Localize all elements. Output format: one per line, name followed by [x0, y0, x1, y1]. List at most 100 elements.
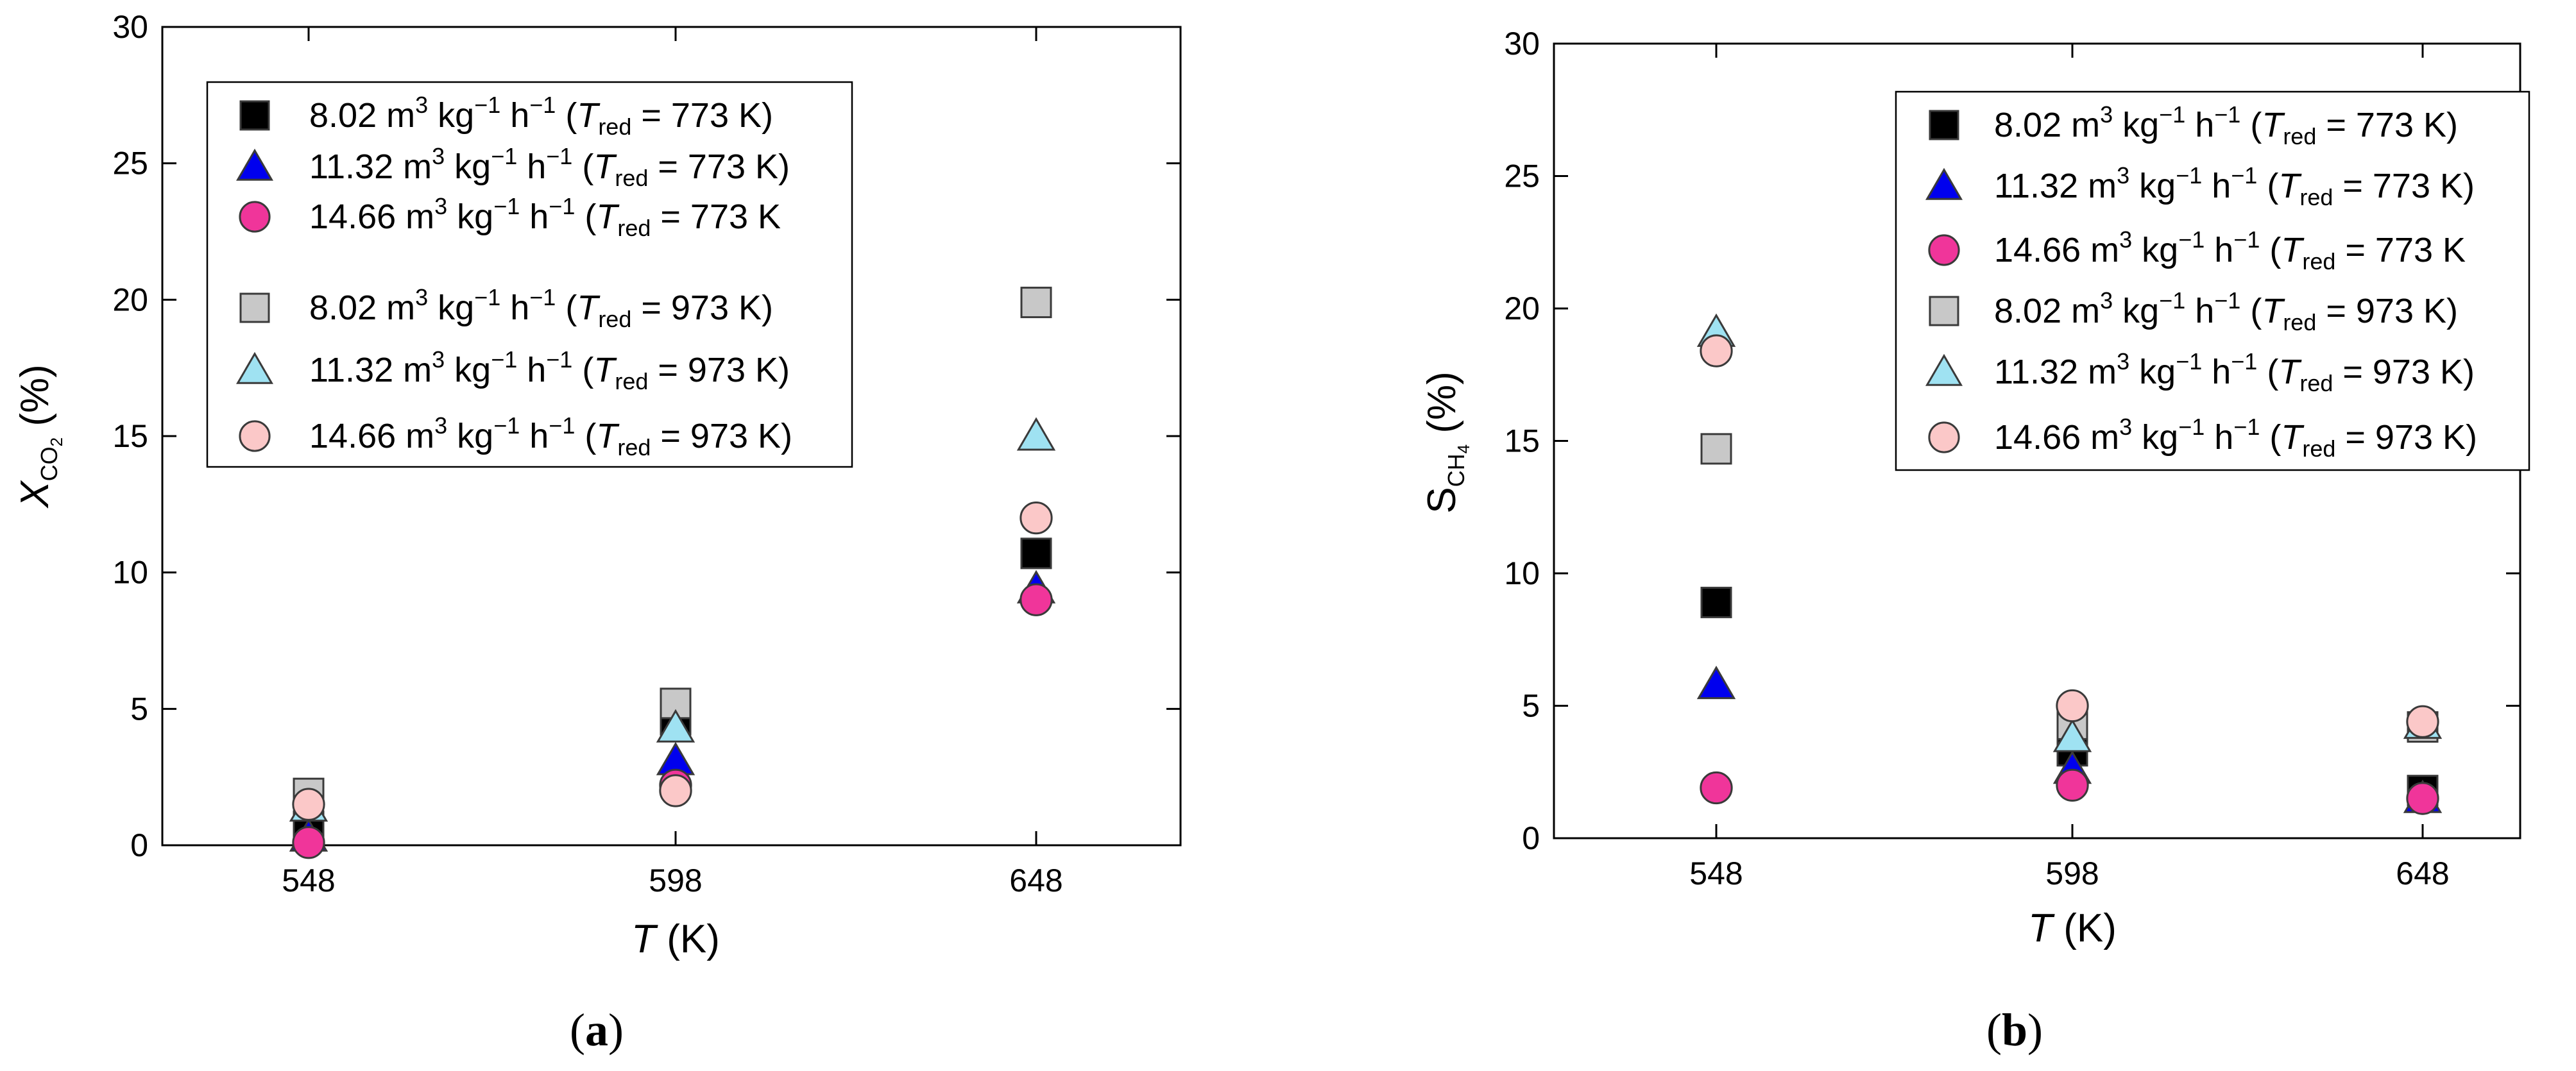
legend-sup3: 3 — [434, 193, 447, 219]
legend-supm1: −1 — [549, 412, 575, 439]
caption-close: ) — [608, 1004, 624, 1056]
data-point — [1700, 334, 1733, 367]
legend-tsub: red — [2299, 184, 2333, 210]
legend-tsub: red — [2302, 248, 2335, 274]
y-axis-sub2: 4 — [1454, 444, 1473, 453]
legend-kg: kg — [2132, 231, 2178, 269]
data-point — [2056, 689, 2089, 723]
data-point — [1696, 666, 1736, 700]
legend-h: h — [520, 198, 549, 236]
legend-tsub: red — [617, 215, 651, 241]
legend-tred: = 973 K) — [2333, 353, 2475, 391]
legend-sup3: 3 — [415, 284, 428, 310]
legend-open: ( — [2240, 106, 2262, 144]
x-axis-unit: (K) — [2052, 906, 2117, 950]
legend-h: h — [2205, 418, 2233, 457]
legend-supm1: −1 — [491, 143, 517, 169]
legend-entry: 14.66 m3 kg−1 h−1 (Tred = 973 K) — [1994, 414, 2477, 462]
legend-tred: = 973 K) — [2316, 292, 2458, 330]
legend-supm1: −1 — [546, 143, 572, 169]
legend-tvar: T — [2262, 106, 2285, 144]
legend-sup3: 3 — [2100, 101, 2113, 128]
x-tick-label: 648 — [1009, 863, 1062, 898]
legend-flow: 11.32 m — [309, 148, 432, 186]
y-tick-label: 5 — [130, 691, 148, 727]
legend-h: h — [2205, 231, 2233, 269]
legend-h: h — [2185, 106, 2214, 144]
y-axis-var: X — [13, 480, 57, 509]
legend-open: ( — [572, 351, 593, 389]
legend-h: h — [2202, 167, 2231, 205]
legend-tred: = 973 K) — [648, 351, 790, 389]
legend-tred: = 773 K) — [2316, 106, 2458, 144]
data-point — [659, 774, 692, 807]
data-point — [2406, 705, 2439, 738]
legend-sup3: 3 — [2100, 287, 2113, 314]
legend-marker — [239, 100, 270, 131]
legend-tred: = 973 K) — [2335, 418, 2477, 457]
legend-tvar: T — [2281, 418, 2305, 457]
y-tick-label: 30 — [112, 9, 148, 45]
data-point — [1700, 771, 1733, 805]
y-axis-label: SCH4 (%) — [1420, 371, 1473, 513]
caption-close: ) — [2027, 1004, 2043, 1056]
legend-marker — [239, 420, 271, 452]
legend-flow: 11.32 m — [1994, 167, 2117, 205]
legend-tvar: T — [577, 96, 601, 135]
panel-a: 0 5 10 15 20 25 30 548 598 648 T (K) XCO2 (%) 8.02 m… — [13, 9, 1182, 1056]
y-axis-sub2: 2 — [47, 437, 66, 446]
legend-flow: 11.32 m — [309, 351, 432, 389]
legend-open: ( — [575, 417, 596, 455]
legend-sup3: 3 — [2119, 226, 2132, 253]
legend-supm1: −1 — [529, 284, 556, 310]
legend-tsub: red — [617, 434, 651, 460]
legend-sup3: 3 — [2119, 414, 2132, 440]
legend-marker — [1929, 296, 1959, 326]
legend-open: ( — [2260, 418, 2281, 457]
y-tick-label: 0 — [130, 827, 148, 863]
legend-tvar: T — [593, 148, 617, 186]
y-tick-label: 15 — [1504, 423, 1540, 459]
legend-open: ( — [572, 148, 593, 186]
legend-kg: kg — [2132, 418, 2178, 457]
legend-box — [1895, 90, 2530, 471]
legend-marker — [1925, 353, 1963, 386]
caption-letter: a — [585, 1004, 608, 1056]
legend-marker — [1929, 110, 1959, 140]
y-tick-label: 20 — [112, 282, 148, 317]
y-tick-label: 15 — [112, 418, 148, 454]
x-axis-var: T — [2028, 906, 2055, 950]
x-tick-label: 598 — [2045, 856, 2099, 891]
data-point — [1020, 287, 1052, 319]
data-point — [2406, 782, 2439, 815]
legend-h: h — [520, 417, 549, 455]
legend-h: h — [2202, 353, 2231, 391]
legend-tvar: T — [596, 417, 620, 455]
x-tick-label: 598 — [649, 863, 702, 898]
legend-flow: 14.66 m — [1994, 231, 2119, 269]
data-point — [1019, 501, 1053, 535]
legend-tsub: red — [598, 114, 631, 140]
legend-sup3: 3 — [2117, 162, 2129, 189]
legend-open: ( — [2260, 231, 2281, 269]
legend-open: ( — [575, 198, 596, 236]
legend-sup3: 3 — [434, 412, 447, 439]
legend-entry: 8.02 m3 kg−1 h−1 (Tred = 773 K) — [1994, 101, 2458, 149]
y-axis-unit: (%) — [13, 364, 57, 437]
y-axis-sub: CH — [1443, 453, 1469, 487]
data-point — [1700, 586, 1732, 618]
y-tick-label: 25 — [1504, 158, 1540, 194]
legend-marker — [235, 351, 274, 384]
y-tick-label: 0 — [1522, 820, 1540, 856]
data-point — [2056, 768, 2089, 802]
legend-tsub: red — [615, 165, 648, 191]
caption-open: ( — [570, 1004, 585, 1056]
legend-tsub: red — [598, 306, 631, 332]
legend-entry: 14.66 m3 kg−1 h−1 (Tred = 773 K — [309, 193, 781, 241]
y-axis-label: XCO2 (%) — [13, 364, 66, 509]
legend-kg: kg — [2129, 353, 2176, 391]
data-point — [1016, 417, 1056, 451]
legend-tvar: T — [593, 351, 617, 389]
y-axis-sub: CO — [36, 446, 62, 481]
legend-supm1: −1 — [529, 92, 556, 118]
